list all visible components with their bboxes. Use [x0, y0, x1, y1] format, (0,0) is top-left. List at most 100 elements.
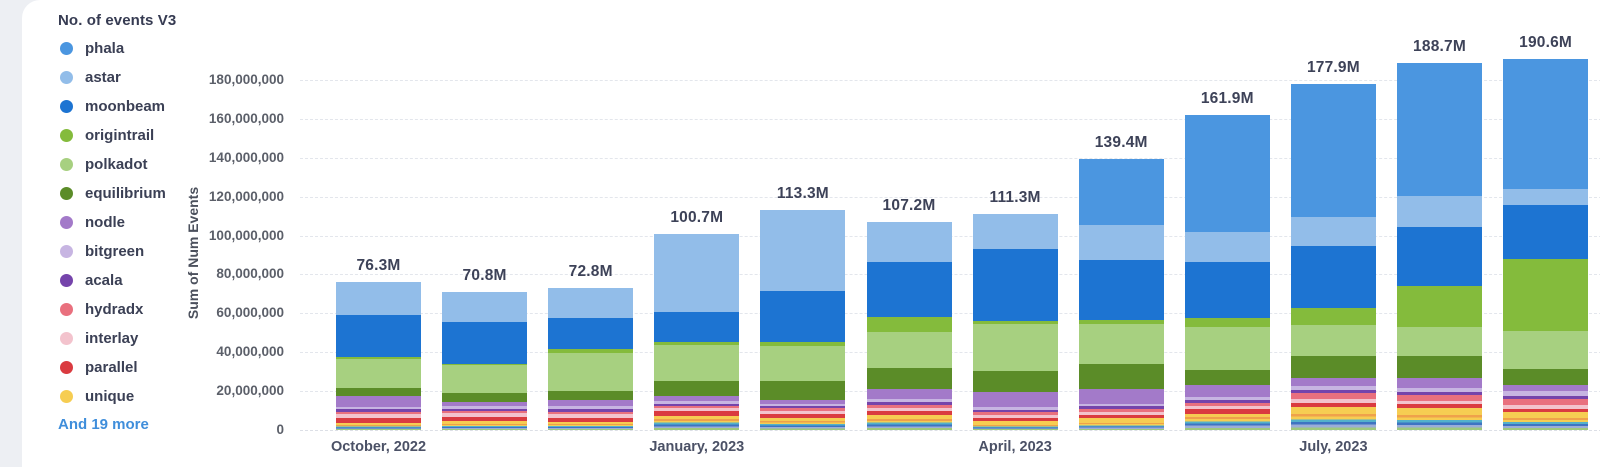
- stacked-bar-8[interactable]: [1184, 115, 1270, 430]
- segment-astar[interactable]: [442, 292, 528, 323]
- segment-origintrail[interactable]: [442, 363, 528, 366]
- segment-astar[interactable]: [1078, 225, 1164, 260]
- segment-moonbeam[interactable]: [442, 322, 528, 364]
- segment-equilibrium[interactable]: [972, 370, 1058, 393]
- segment-acala[interactable]: [1503, 396, 1589, 400]
- segment-parallel[interactable]: [866, 410, 952, 415]
- segment-others[interactable]: [866, 419, 952, 430]
- segment-astar[interactable]: [1290, 217, 1376, 246]
- segment-hydradx[interactable]: [654, 406, 740, 408]
- segment-moonbeam[interactable]: [1397, 227, 1482, 286]
- segment-parallel[interactable]: [1290, 403, 1376, 407]
- stacked-bar-4[interactable]: [760, 209, 846, 430]
- legend-item-bitgreen[interactable]: bitgreen: [58, 237, 248, 266]
- segment-bitgreen[interactable]: [336, 407, 421, 410]
- legend-item-interlay[interactable]: interlay: [58, 324, 248, 353]
- stacked-bar-11[interactable]: [1503, 59, 1589, 430]
- segment-interlay[interactable]: [1290, 399, 1376, 404]
- segment-interlay[interactable]: [972, 414, 1058, 418]
- segment-hydradx[interactable]: [1290, 392, 1376, 400]
- segment-origintrail[interactable]: [972, 321, 1058, 325]
- segment-origintrail[interactable]: [1184, 318, 1270, 328]
- segment-phala[interactable]: [1503, 59, 1589, 189]
- segment-parallel[interactable]: [972, 417, 1058, 421]
- segment-acala[interactable]: [336, 409, 421, 413]
- segment-hydradx[interactable]: [442, 411, 528, 414]
- segment-moonbeam[interactable]: [760, 291, 846, 342]
- segment-astar[interactable]: [1184, 232, 1270, 263]
- segment-acala[interactable]: [866, 401, 952, 405]
- segment-nodle[interactable]: [548, 400, 634, 407]
- segment-unique[interactable]: [1078, 418, 1164, 424]
- segment-others[interactable]: [760, 421, 846, 430]
- segment-acala[interactable]: [548, 408, 634, 412]
- segment-unique[interactable]: [548, 421, 634, 425]
- segment-interlay[interactable]: [654, 407, 740, 411]
- segment-others[interactable]: [442, 423, 528, 430]
- segment-polkadot[interactable]: [336, 359, 421, 389]
- segment-moonbeam[interactable]: [548, 317, 634, 349]
- segment-equilibrium[interactable]: [1184, 370, 1270, 386]
- segment-origintrail[interactable]: [1503, 259, 1589, 331]
- segment-moonbeam[interactable]: [866, 262, 952, 317]
- segment-nodle[interactable]: [442, 402, 528, 407]
- stacked-bar-2[interactable]: [548, 288, 634, 430]
- segment-moonbeam[interactable]: [654, 311, 740, 342]
- segment-unique[interactable]: [654, 415, 740, 419]
- segment-parallel[interactable]: [336, 417, 421, 423]
- legend-item-unique[interactable]: unique: [58, 382, 248, 411]
- segment-origintrail[interactable]: [866, 316, 952, 332]
- segment-parallel[interactable]: [760, 414, 846, 419]
- stacked-bar-7[interactable]: [1078, 158, 1164, 430]
- segment-nodle[interactable]: [866, 389, 952, 400]
- segment-origintrail[interactable]: [1078, 319, 1164, 325]
- stacked-bar-0[interactable]: [336, 281, 421, 430]
- segment-bitgreen[interactable]: [548, 406, 634, 409]
- segment-unique[interactable]: [1184, 413, 1270, 418]
- segment-interlay[interactable]: [548, 413, 634, 418]
- segment-hydradx[interactable]: [1078, 408, 1164, 413]
- legend-item-moonbeam[interactable]: moonbeam: [58, 92, 248, 121]
- segment-hydradx[interactable]: [1397, 394, 1482, 401]
- segment-nodle[interactable]: [1503, 385, 1589, 392]
- segment-acala[interactable]: [972, 409, 1058, 413]
- legend-item-phala[interactable]: phala: [58, 34, 248, 63]
- legend-item-equilibrium[interactable]: equilibrium: [58, 179, 248, 208]
- segment-nodle[interactable]: [1290, 377, 1376, 386]
- segment-parallel[interactable]: [442, 416, 528, 422]
- segment-unique[interactable]: [1397, 407, 1482, 416]
- segment-unique[interactable]: [972, 420, 1058, 425]
- segment-unique[interactable]: [760, 418, 846, 422]
- legend-more-link[interactable]: And 19 more: [58, 416, 149, 433]
- segment-acala[interactable]: [1290, 389, 1376, 393]
- segment-equilibrium[interactable]: [1503, 368, 1589, 386]
- segment-interlay[interactable]: [336, 413, 421, 418]
- segment-bitgreen[interactable]: [654, 401, 740, 405]
- segment-bitgreen[interactable]: [760, 403, 846, 406]
- segment-others[interactable]: [1290, 414, 1376, 430]
- segment-polkadot[interactable]: [654, 344, 740, 382]
- segment-origintrail[interactable]: [548, 348, 634, 353]
- segment-equilibrium[interactable]: [866, 367, 952, 390]
- segment-origintrail[interactable]: [654, 341, 740, 345]
- legend-item-hydradx[interactable]: hydradx: [58, 295, 248, 324]
- segment-hydradx[interactable]: [548, 411, 634, 414]
- segment-moonbeam[interactable]: [1290, 245, 1376, 309]
- segment-hydradx[interactable]: [1184, 402, 1270, 406]
- segment-origintrail[interactable]: [760, 341, 846, 346]
- segment-unique[interactable]: [1290, 406, 1376, 415]
- segment-polkadot[interactable]: [1078, 324, 1164, 365]
- segment-parallel[interactable]: [548, 417, 634, 422]
- segment-equilibrium[interactable]: [1078, 364, 1164, 389]
- segment-interlay[interactable]: [1503, 404, 1589, 409]
- segment-parallel[interactable]: [1397, 404, 1482, 408]
- segment-acala[interactable]: [1078, 406, 1164, 409]
- stacked-bar-5[interactable]: [866, 221, 952, 430]
- segment-others[interactable]: [548, 424, 634, 430]
- segment-interlay[interactable]: [760, 410, 846, 414]
- segment-others[interactable]: [1397, 415, 1482, 430]
- segment-interlay[interactable]: [1397, 400, 1482, 405]
- legend-item-parallel[interactable]: parallel: [58, 353, 248, 382]
- segment-astar[interactable]: [1397, 196, 1482, 227]
- segment-unique[interactable]: [442, 421, 528, 424]
